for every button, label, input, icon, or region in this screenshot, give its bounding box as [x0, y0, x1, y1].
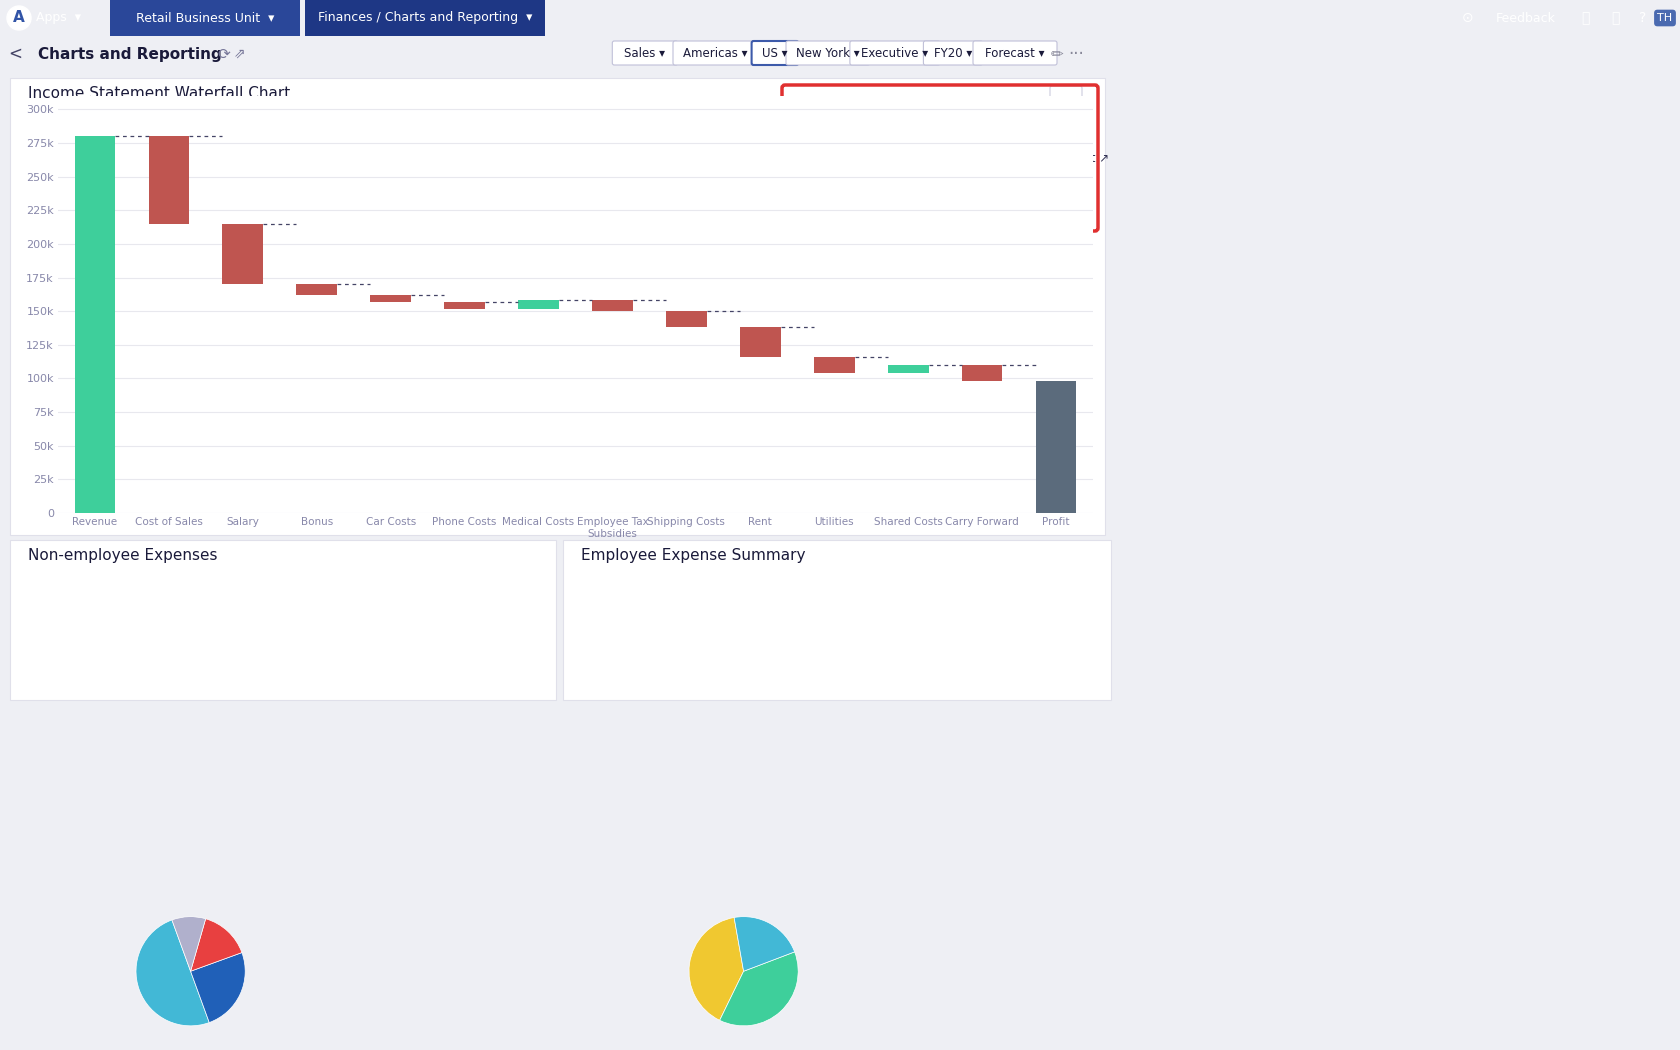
- Bar: [148, 136, 190, 224]
- Text: Download SVG vector image: Download SVG vector image: [815, 182, 984, 195]
- Text: ···: ···: [1068, 45, 1084, 63]
- Wedge shape: [190, 919, 242, 971]
- Text: Sales ▾: Sales ▾: [625, 46, 665, 60]
- Text: TH: TH: [1658, 13, 1673, 23]
- Bar: [222, 224, 264, 285]
- FancyBboxPatch shape: [306, 0, 544, 36]
- FancyBboxPatch shape: [805, 108, 963, 131]
- Text: Income Statement Waterfall Chart: Income Statement Waterfall Chart: [29, 86, 291, 101]
- Wedge shape: [171, 917, 205, 971]
- Text: Apps  ▾: Apps ▾: [35, 12, 81, 24]
- Text: ⟳: ⟳: [218, 46, 230, 62]
- Bar: [739, 328, 781, 357]
- Text: ···: ···: [1060, 91, 1072, 105]
- Text: Forecast ▾: Forecast ▾: [984, 46, 1045, 60]
- FancyBboxPatch shape: [924, 41, 983, 65]
- FancyBboxPatch shape: [973, 41, 1057, 65]
- Bar: [517, 300, 559, 309]
- Text: Download PNG image: Download PNG image: [815, 159, 942, 172]
- Text: <: <: [8, 45, 22, 63]
- Bar: [74, 136, 116, 513]
- Bar: [665, 311, 707, 328]
- FancyBboxPatch shape: [850, 41, 941, 65]
- Bar: [444, 301, 486, 309]
- Text: Charts and Reporting: Charts and Reporting: [39, 46, 222, 62]
- FancyBboxPatch shape: [10, 540, 556, 700]
- Bar: [813, 357, 855, 373]
- Text: US ▾: US ▾: [763, 46, 788, 60]
- Text: 🔍: 🔍: [1581, 10, 1589, 25]
- Wedge shape: [136, 920, 210, 1026]
- FancyBboxPatch shape: [612, 41, 677, 65]
- Text: 🔔: 🔔: [1611, 10, 1620, 25]
- Text: Finances / Charts and Reporting  ▾: Finances / Charts and Reporting ▾: [318, 12, 533, 24]
- Text: ▶: ▶: [951, 114, 959, 125]
- Wedge shape: [719, 952, 798, 1026]
- Text: ⊙: ⊙: [1462, 10, 1473, 25]
- FancyBboxPatch shape: [109, 0, 301, 36]
- Wedge shape: [734, 917, 795, 971]
- Text: Source module: Source module: [964, 119, 1052, 131]
- FancyBboxPatch shape: [1050, 86, 1082, 110]
- FancyBboxPatch shape: [674, 41, 758, 65]
- Bar: [296, 285, 338, 295]
- Text: Executive ▾: Executive ▾: [862, 46, 929, 60]
- FancyBboxPatch shape: [806, 110, 964, 225]
- Wedge shape: [689, 918, 744, 1021]
- Text: Employee Expense Summary: Employee Expense Summary: [581, 548, 805, 563]
- Text: ⇗: ⇗: [234, 47, 245, 61]
- Bar: [591, 300, 633, 311]
- FancyBboxPatch shape: [751, 41, 798, 65]
- Text: FY20 ▾: FY20 ▾: [934, 46, 973, 60]
- FancyBboxPatch shape: [805, 108, 963, 223]
- Text: Retail Business Unit  ▾: Retail Business Unit ▾: [136, 12, 274, 24]
- Bar: [961, 365, 1003, 381]
- FancyBboxPatch shape: [563, 540, 1110, 700]
- Wedge shape: [190, 952, 245, 1023]
- Bar: [370, 295, 412, 301]
- FancyBboxPatch shape: [10, 78, 1105, 536]
- Text: ✏: ✏: [1050, 46, 1063, 62]
- Text: Download JPEG image: Download JPEG image: [815, 205, 944, 218]
- FancyBboxPatch shape: [786, 41, 870, 65]
- Circle shape: [7, 6, 30, 30]
- Text: New York ▾: New York ▾: [796, 46, 860, 60]
- Text: Non-employee Expenses: Non-employee Expenses: [29, 548, 217, 563]
- Bar: [1035, 381, 1077, 513]
- Text: Feedback: Feedback: [1495, 12, 1556, 24]
- Text: Americas ▾: Americas ▾: [682, 46, 748, 60]
- Text: USE03 Waterfall Chart ↗: USE03 Waterfall Chart ↗: [964, 152, 1109, 166]
- Bar: [887, 365, 929, 373]
- Text: Exports: Exports: [815, 113, 860, 126]
- Text: A: A: [13, 10, 25, 25]
- Text: ?: ?: [1640, 10, 1646, 25]
- Text: Print chart: Print chart: [815, 136, 877, 149]
- FancyBboxPatch shape: [954, 108, 1082, 176]
